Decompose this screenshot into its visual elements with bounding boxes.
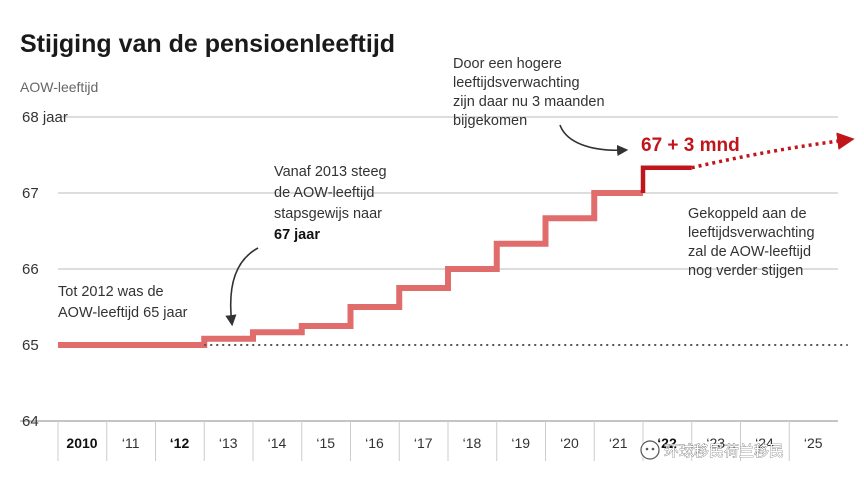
x-tick-label-2022: ‘22 (657, 435, 677, 451)
annotation-vanaf-2013-line-2: de AOW-leeftijd (274, 185, 374, 201)
annotation-vanaf-2013-arrow (225, 247, 259, 327)
annotation-vanaf-2013: Vanaf 2013 steeg de AOW-leeftijd stapsge… (274, 164, 391, 222)
series-layer (57, 132, 855, 348)
annotation-gekoppeld-line-1: Gekoppeld aan de (688, 206, 807, 222)
annotation-hogere: Door een hogere leeftijdsverwachting zij… (453, 56, 609, 129)
x-tick-label-2012: ‘12 (170, 435, 190, 451)
x-tick-label-2014: ‘14 (268, 435, 287, 451)
x-tick-label-2024: ‘24 (755, 435, 774, 451)
x-tick-labels: 2010 ‘11 ‘12 ‘13 ‘14 ‘15 ‘16 ‘17 ‘18 ‘19 ‘20 ‘21 ‘22… (66, 435, 822, 451)
annotation-gekoppeld-line-2: leeftijdsverwachting (688, 225, 815, 241)
annotation-hogere-arrow (559, 124, 629, 157)
chart-title: Stijging van de pensioenleeftijd (20, 30, 395, 58)
series-67-3-mnd (640, 165, 692, 193)
y-tick-label-64: 64 (22, 413, 39, 430)
y-tick-label-66: 66 (22, 261, 39, 278)
annotation-hogere-line-3: zijn daar nu 3 maanden (453, 94, 605, 110)
y-tick-label-65: 65 (22, 337, 39, 354)
watermark: 环球移民荷兰移民 (640, 440, 784, 460)
x-tick-label-2013: ‘13 (219, 435, 238, 451)
y-tick-labels: 68 jaar 67 66 65 64 (22, 109, 68, 430)
annotation-tot-2012-line-2: AOW-leeftijd 65 jaar (58, 305, 188, 321)
x-tick-label-2019: ‘19 (511, 435, 530, 451)
annotation-gekoppeld: Gekoppeld aan de leeftijdsverwachting za… (688, 206, 819, 279)
series-verdere-stijging (691, 132, 855, 170)
x-tick-label-2017: ‘17 (414, 435, 433, 451)
x-tick-label-2018: ‘18 (463, 435, 482, 451)
x-tick-label-2020: ‘20 (560, 435, 579, 451)
annotation-hogere-line-4: bijgekomen (453, 113, 527, 129)
annotation-vanaf-2013-bold: 67 jaar (274, 227, 320, 243)
annotation-hogere-line-1: Door een hogere (453, 56, 562, 72)
y-tick-label-68: 68 jaar (22, 109, 68, 126)
wechat-icon-eye-right (651, 447, 655, 451)
x-tick-label-2025: ‘25 (804, 435, 823, 451)
x-tick-label-2011: ‘11 (122, 435, 140, 451)
annotation-tot-2012: Tot 2012 was de AOW-leeftijd 65 jaar (58, 284, 188, 321)
x-tick-label-2021: ‘21 (609, 435, 628, 451)
x-tick-label-2015: ‘15 (316, 435, 335, 451)
wechat-icon (640, 440, 660, 460)
annotation-gekoppeld-line-4: nog verder stijgen (688, 263, 803, 279)
x-tick-label-2010: 2010 (66, 435, 97, 451)
highlight-67-3-mnd: 67 + 3 mnd (641, 135, 740, 156)
annotation-gekoppeld-line-3: zal de AOW-leeftijd (688, 244, 811, 260)
wechat-icon-eye-left (645, 447, 649, 451)
y-axis-label: AOW-leeftijd (20, 79, 98, 95)
annotation-vanaf-2013-line-3: stapsgewijs naar (274, 206, 382, 222)
series-aow-leeftijd (58, 190, 643, 348)
x-tick-label-2023: ‘23 (706, 435, 725, 451)
x-tick-label-2016: ‘16 (365, 435, 384, 451)
y-tick-label-67: 67 (22, 185, 39, 202)
watermark-text: 环球移民荷兰移民 (664, 443, 784, 460)
annotation-hogere-line-2: leeftijdsverwachting (453, 75, 580, 91)
annotation-tot-2012-line-1: Tot 2012 was de (58, 284, 164, 300)
annotation-vanaf-2013-line-1: Vanaf 2013 steeg (274, 164, 387, 180)
